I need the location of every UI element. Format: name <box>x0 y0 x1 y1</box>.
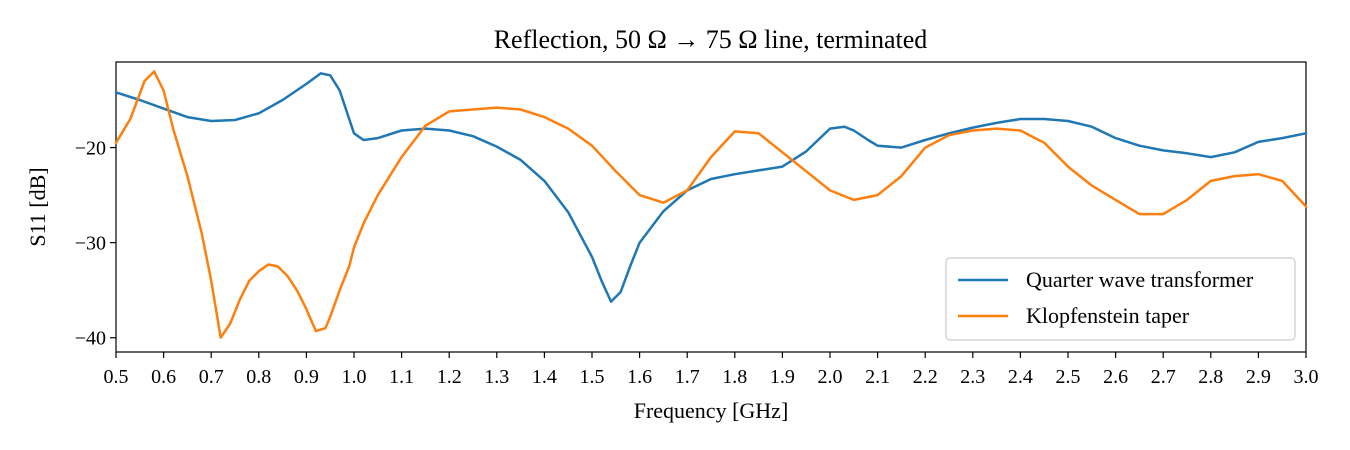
x-tick-label: 0.8 <box>246 366 271 388</box>
legend: Quarter wave transformer Klopfenstein ta… <box>945 257 1296 341</box>
x-tick-label: 2.3 <box>960 366 985 388</box>
chart-title: Reflection, 50 Ω → 75 Ω line, terminated <box>494 25 928 54</box>
x-tick-label: 1.7 <box>675 366 700 388</box>
x-tick-label: 2.0 <box>818 366 843 388</box>
x-tick-label: 1.5 <box>580 366 605 388</box>
x-tick-label: 2.1 <box>865 366 890 388</box>
y-axis: −20 −30 −40 <box>75 138 116 350</box>
y-tick-label: −40 <box>75 328 106 350</box>
x-tick-label: 0.6 <box>151 366 176 388</box>
x-tick-label: 1.0 <box>342 366 367 388</box>
x-tick-label: 1.2 <box>437 366 462 388</box>
x-tick-label: 2.9 <box>1246 366 1271 388</box>
series-line-0 <box>114 72 1308 303</box>
x-tick-label: 2.6 <box>1103 366 1128 388</box>
x-tick-label: 0.5 <box>104 366 129 388</box>
y-axis-label: S11 [dB] <box>25 167 50 246</box>
series-line-1 <box>114 70 1308 339</box>
y-tick-label: −20 <box>75 138 106 160</box>
x-tick-label: 1.4 <box>532 366 557 388</box>
x-tick-label: 0.9 <box>294 366 319 388</box>
x-tick-label: 2.4 <box>1008 366 1033 388</box>
x-tick-label: 1.1 <box>389 366 414 388</box>
plot-area <box>114 61 1308 353</box>
x-tick-label: 1.3 <box>484 366 509 388</box>
x-tick-label: 2.2 <box>913 366 938 388</box>
x-tick-label: 0.7 <box>199 366 224 388</box>
x-tick-label: 3.0 <box>1294 366 1319 388</box>
x-tick-label: 2.7 <box>1151 366 1176 388</box>
x-tick-label: 2.5 <box>1056 366 1081 388</box>
series-layer <box>114 70 1308 339</box>
x-tick-label: 1.6 <box>627 366 652 388</box>
x-axis-label: Frequency [GHz] <box>634 398 789 423</box>
legend-box <box>945 257 1296 341</box>
legend-label-quarter-wave: Quarter wave transformer <box>1026 267 1254 292</box>
x-axis: 0.5 0.6 0.7 0.8 0.9 1.0 1.1 1.2 1.3 1.4 1.5 1.6 1.7 1… <box>104 352 1319 388</box>
legend-label-klopfenstein: Klopfenstein taper <box>1026 303 1190 328</box>
x-tick-label: 1.8 <box>722 366 747 388</box>
x-tick-label: 2.8 <box>1198 366 1223 388</box>
y-tick-label: −30 <box>75 233 106 255</box>
x-tick-label: 1.9 <box>770 366 795 388</box>
